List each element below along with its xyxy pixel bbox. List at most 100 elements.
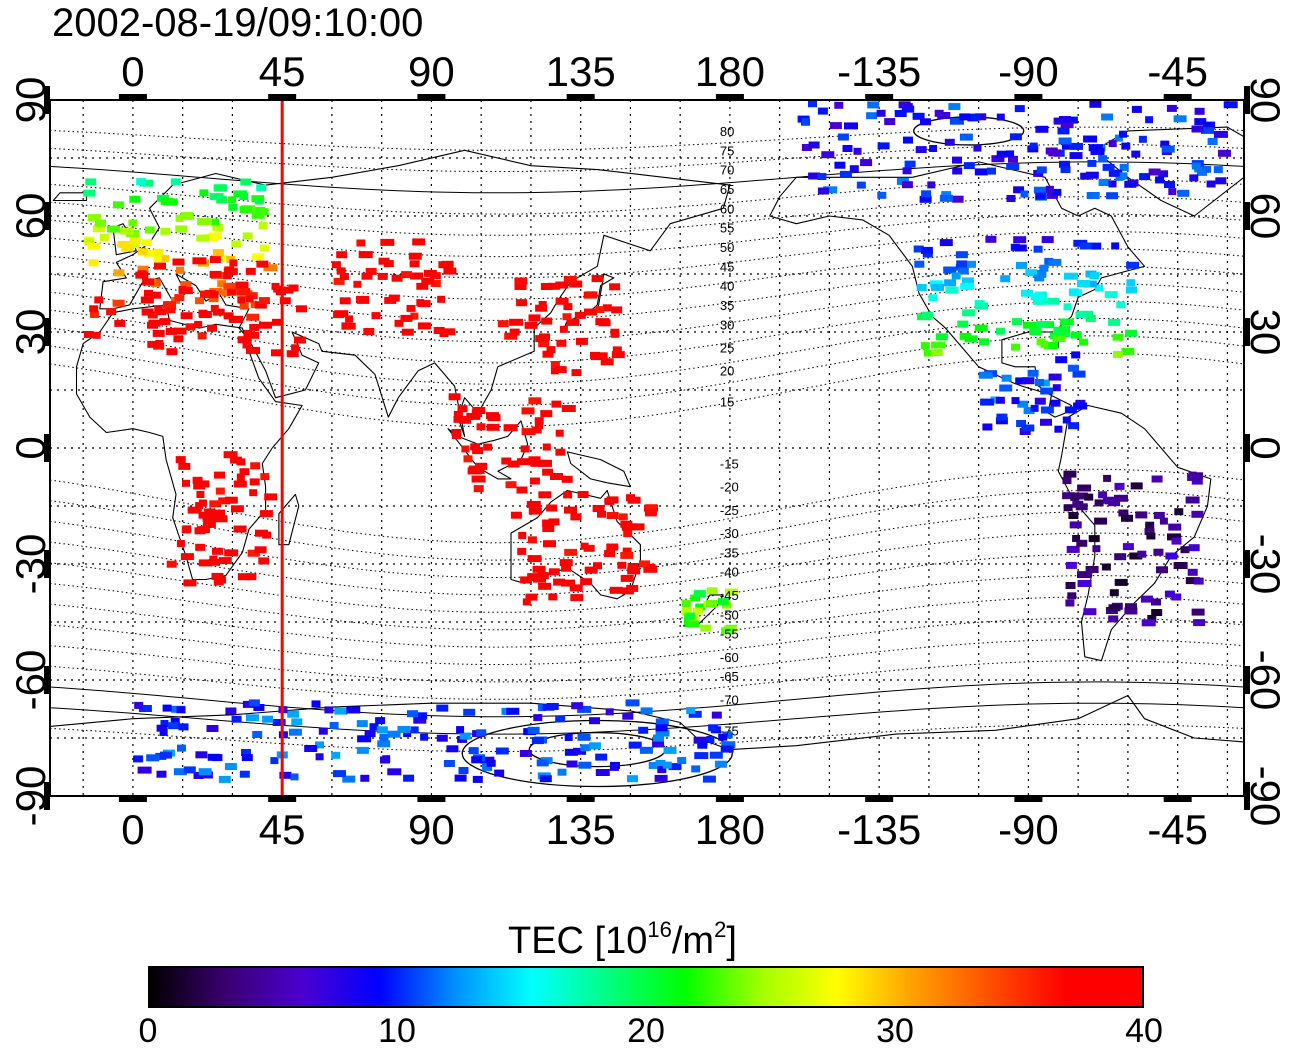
- tec-measurement-cell: [1062, 492, 1076, 500]
- tec-measurement-cell: [1083, 608, 1097, 616]
- tec-measurement-cell: [153, 255, 162, 263]
- tec-measurement-cell: [180, 312, 193, 320]
- tec-measurement-cell: [291, 718, 303, 726]
- tec-measurement-cell: [985, 235, 997, 243]
- tec-measurement-cell: [241, 754, 253, 762]
- tec-measurement-cell: [466, 412, 481, 420]
- tec-measurement-cell: [83, 331, 93, 338]
- tec-measurement-cell: [471, 466, 485, 474]
- tec-measurement-cell: [1067, 592, 1077, 600]
- tec-measurement-cell: [173, 335, 184, 343]
- bottom-frame-tick: [715, 796, 744, 802]
- tec-measurement-cell: [655, 759, 666, 767]
- tec-measurement-cell: [1180, 546, 1190, 554]
- tec-measurement-cell: [578, 761, 592, 769]
- tec-measurement-cell: [206, 725, 219, 732]
- tec-measurement-cell: [166, 348, 178, 356]
- tec-measurement-cell: [527, 536, 537, 544]
- tec-measurement-cell: [571, 702, 584, 710]
- tec-measurement-cell: [1165, 552, 1178, 560]
- tec-measurement-cell: [555, 448, 566, 456]
- left-frame-tick: [44, 550, 50, 578]
- tec-measurement-cell: [83, 189, 96, 197]
- tec-measurement-cell: [1059, 160, 1070, 168]
- tec-measurement-cell: [688, 710, 702, 718]
- tec-measurement-cell: [1048, 342, 1059, 349]
- tec-measurement-cell: [1116, 301, 1126, 309]
- left-frame-tick: [44, 318, 50, 346]
- tec-measurement-cell: [939, 239, 953, 247]
- tec-measurement-cell: [550, 367, 559, 375]
- tec-measurement-cell: [85, 178, 97, 186]
- right-frame-tick: [1244, 666, 1250, 694]
- tec-measurement-cell: [1001, 374, 1012, 382]
- tec-measurement-cell: [644, 509, 657, 517]
- tec-measurement-cell: [146, 754, 160, 762]
- tec-measurement-cell: [170, 178, 181, 186]
- tec-measurement-cell: [527, 573, 539, 581]
- tec-measurement-cell: [246, 346, 260, 354]
- top-frame-tick: [417, 94, 446, 100]
- tec-measurement-cell: [242, 341, 252, 349]
- tec-measurement-cell: [943, 266, 957, 274]
- tec-measurement-cell: [592, 505, 605, 512]
- tec-measurement-cell: [210, 304, 219, 312]
- tec-measurement-cell: [180, 553, 194, 561]
- tec-measurement-cell: [152, 329, 165, 337]
- tec-measurement-cell: [380, 756, 390, 764]
- magnetic-latitude-label: 20: [720, 364, 734, 379]
- tec-measurement-cell: [540, 410, 553, 418]
- tec-measurement-cell: [566, 318, 580, 326]
- tec-measurement-cell: [937, 112, 951, 119]
- tec-measurement-cell: [1131, 150, 1141, 158]
- tec-measurement-cell: [1108, 604, 1121, 612]
- magnetic-latitude-contour: [50, 126, 1244, 151]
- tec-measurement-cell: [563, 276, 577, 283]
- tec-measurement-cell: [817, 107, 828, 115]
- tec-measurement-cell: [551, 400, 562, 408]
- tec-measurement-cell: [1191, 608, 1205, 616]
- tec-measurement-cell: [231, 240, 242, 248]
- tec-measurement-cell: [555, 366, 567, 374]
- tec-measurement-cell: [952, 195, 964, 203]
- top-frame-tick: [1014, 94, 1043, 100]
- tec-measurement-cell: [486, 412, 499, 420]
- tec-measurement-cell: [446, 745, 459, 753]
- tec-measurement-cell: [1088, 144, 1103, 152]
- magnetic-latitude-contour: [50, 596, 1244, 648]
- tec-measurement-cell: [962, 309, 976, 317]
- tec-measurement-cell: [143, 249, 157, 257]
- tec-measurement-cell: [194, 527, 206, 535]
- tec-measurement-cell: [569, 584, 583, 592]
- tec-measurement-cell: [1114, 553, 1127, 561]
- top-frame-tick: [1163, 94, 1192, 100]
- colorbar-tick-label: 10: [378, 1012, 416, 1050]
- tec-measurement-cell: [564, 748, 578, 756]
- tec-measurement-cell: [534, 417, 544, 425]
- tec-measurement-cell: [1065, 561, 1077, 569]
- colorbar-tick-label: 30: [876, 1012, 914, 1050]
- magnetic-latitude-label: -50: [720, 607, 739, 622]
- tec-measurement-cell: [817, 173, 827, 180]
- tec-measurement-cell: [218, 557, 232, 565]
- top-longitude-label: -135: [837, 48, 921, 95]
- tec-measurement-cell: [628, 741, 642, 749]
- tec-measurement-cell: [331, 751, 341, 759]
- colorbar-tick-label: 0: [138, 1012, 158, 1050]
- tec-measurement-cell: [504, 332, 518, 340]
- magnetic-latitude-label: -25: [720, 503, 739, 518]
- tec-measurement-cell: [1006, 195, 1016, 202]
- tec-measurement-cell: [503, 424, 518, 432]
- tec-measurement-cell: [173, 768, 187, 776]
- tec-measurement-cell: [287, 710, 300, 718]
- tec-measurement-cell: [1063, 470, 1077, 478]
- tec-measurement-cell: [657, 766, 667, 774]
- tec-measurement-cell: [141, 308, 154, 316]
- tec-measurement-cell: [89, 305, 99, 313]
- tec-measurement-cell: [259, 510, 273, 518]
- tec-measurement-cell: [1034, 397, 1046, 405]
- tec-measurement-cell: [342, 775, 356, 783]
- tec-measurement-cell: [88, 259, 99, 267]
- tec-measurement-cell: [542, 703, 555, 711]
- tec-measurement-cell: [417, 300, 431, 308]
